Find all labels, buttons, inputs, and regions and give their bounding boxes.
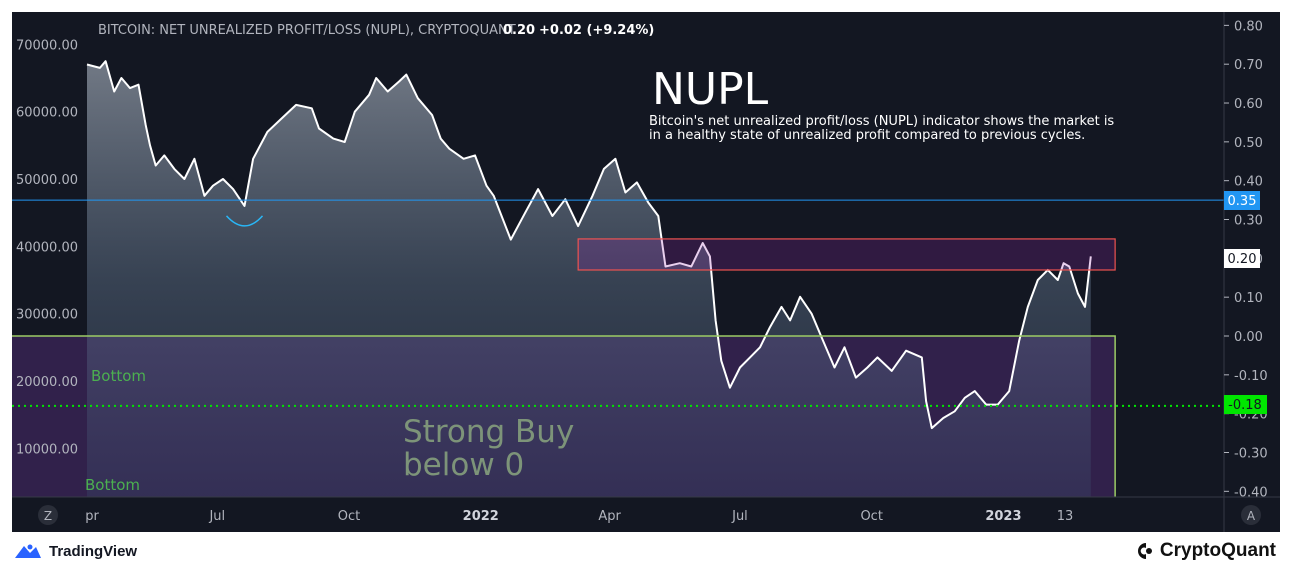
right-tick-label: 0.70 [1234, 58, 1263, 73]
strong-buy-zone-border [12, 335, 1116, 497]
x-tick-label: pr [85, 509, 99, 524]
x-tick-label: Oct [860, 509, 882, 524]
x-tick-label: 2022 [463, 509, 499, 524]
badge-level-035: 0.35 [1224, 191, 1260, 210]
right-tick-label: 0.30 [1234, 214, 1263, 229]
scale-button-left[interactable]: Z [38, 505, 58, 525]
tradingview-brand[interactable]: TradingView [13, 542, 137, 560]
series-title: BITCOIN: NET UNREALIZED PROFIT/LOSS (NUP… [98, 23, 516, 38]
tradingview-text: TradingView [49, 542, 138, 560]
badge-neg018-text: -0.18 [1228, 398, 1262, 413]
cryptoquant-text: CryptoQuant [1159, 540, 1276, 561]
last-value: 0.20 [503, 23, 535, 38]
annotation-line-1: Bitcoin's net unrealized profit/loss (NU… [649, 114, 1114, 129]
left-tick-label: 10000.00 [16, 442, 78, 457]
left-tick-label: 20000.00 [16, 375, 78, 390]
change-value: +0.02 (+9.24%) [539, 23, 654, 38]
left-tick-label: 50000.00 [16, 173, 78, 188]
cryptoquant-brand[interactable]: CryptoQuant [1132, 540, 1276, 562]
right-tick-label: -0.30 [1234, 446, 1268, 461]
right-tick-label: -0.10 [1234, 369, 1268, 384]
right-tick-label: 0.10 [1234, 291, 1263, 306]
badge-035-text: 0.35 [1228, 194, 1257, 209]
strong-buy-label: Strong Buy [403, 414, 574, 450]
chart-frame: 10000.00 20000.00 30000.00 40000.00 50000.00… [12, 12, 1280, 532]
scale-left-text: Z [44, 509, 52, 523]
scale-button-right[interactable]: A [1241, 505, 1261, 525]
left-tick-label: 40000.00 [16, 240, 78, 255]
bottom-label-upper: Bottom [91, 367, 146, 385]
right-tick-label: 0.50 [1234, 136, 1263, 151]
strong-buy-label-2: below 0 [403, 447, 524, 483]
price-area [87, 61, 1091, 497]
tradingview-logo-icon [15, 544, 41, 558]
badge-current-text: 0.20 [1228, 252, 1257, 267]
x-tick-label: 2023 [985, 509, 1021, 524]
nupl-chart: 10000.00 20000.00 30000.00 40000.00 50000.00… [12, 12, 1280, 532]
footer: TradingView CryptoQuant [0, 532, 1292, 573]
x-tick-label: Apr [598, 509, 621, 524]
annotation-heading: NUPL [652, 64, 769, 115]
x-tick-label: Oct [338, 509, 360, 524]
x-tick-label: Jul [208, 509, 225, 524]
low-arc-marker [225, 215, 264, 227]
left-tick-label: 70000.00 [16, 38, 78, 53]
right-tick-label: 0.00 [1234, 330, 1263, 345]
x-tick-label: 13 [1057, 509, 1074, 524]
bottom-label-lower: Bottom [85, 476, 140, 494]
annotation-line-2: in a healthy state of unrealized profit … [649, 128, 1085, 143]
badge-level-neg018: -0.18 [1224, 395, 1267, 414]
badge-current: 0.20 [1224, 249, 1260, 268]
scale-right-text: A [1247, 509, 1256, 523]
right-tick-label: 0.60 [1234, 97, 1263, 112]
x-tick-label: Jul [731, 509, 748, 524]
right-tick-label: -0.40 [1234, 485, 1268, 500]
resistance-box [577, 238, 1116, 271]
right-tick-label: 0.40 [1234, 175, 1263, 190]
left-tick-label: 30000.00 [16, 308, 78, 323]
cryptoquant-logo-icon [1137, 543, 1152, 559]
left-tick-label: 60000.00 [16, 106, 78, 121]
right-tick-label: 0.80 [1234, 19, 1263, 34]
price-line [86, 60, 1092, 430]
